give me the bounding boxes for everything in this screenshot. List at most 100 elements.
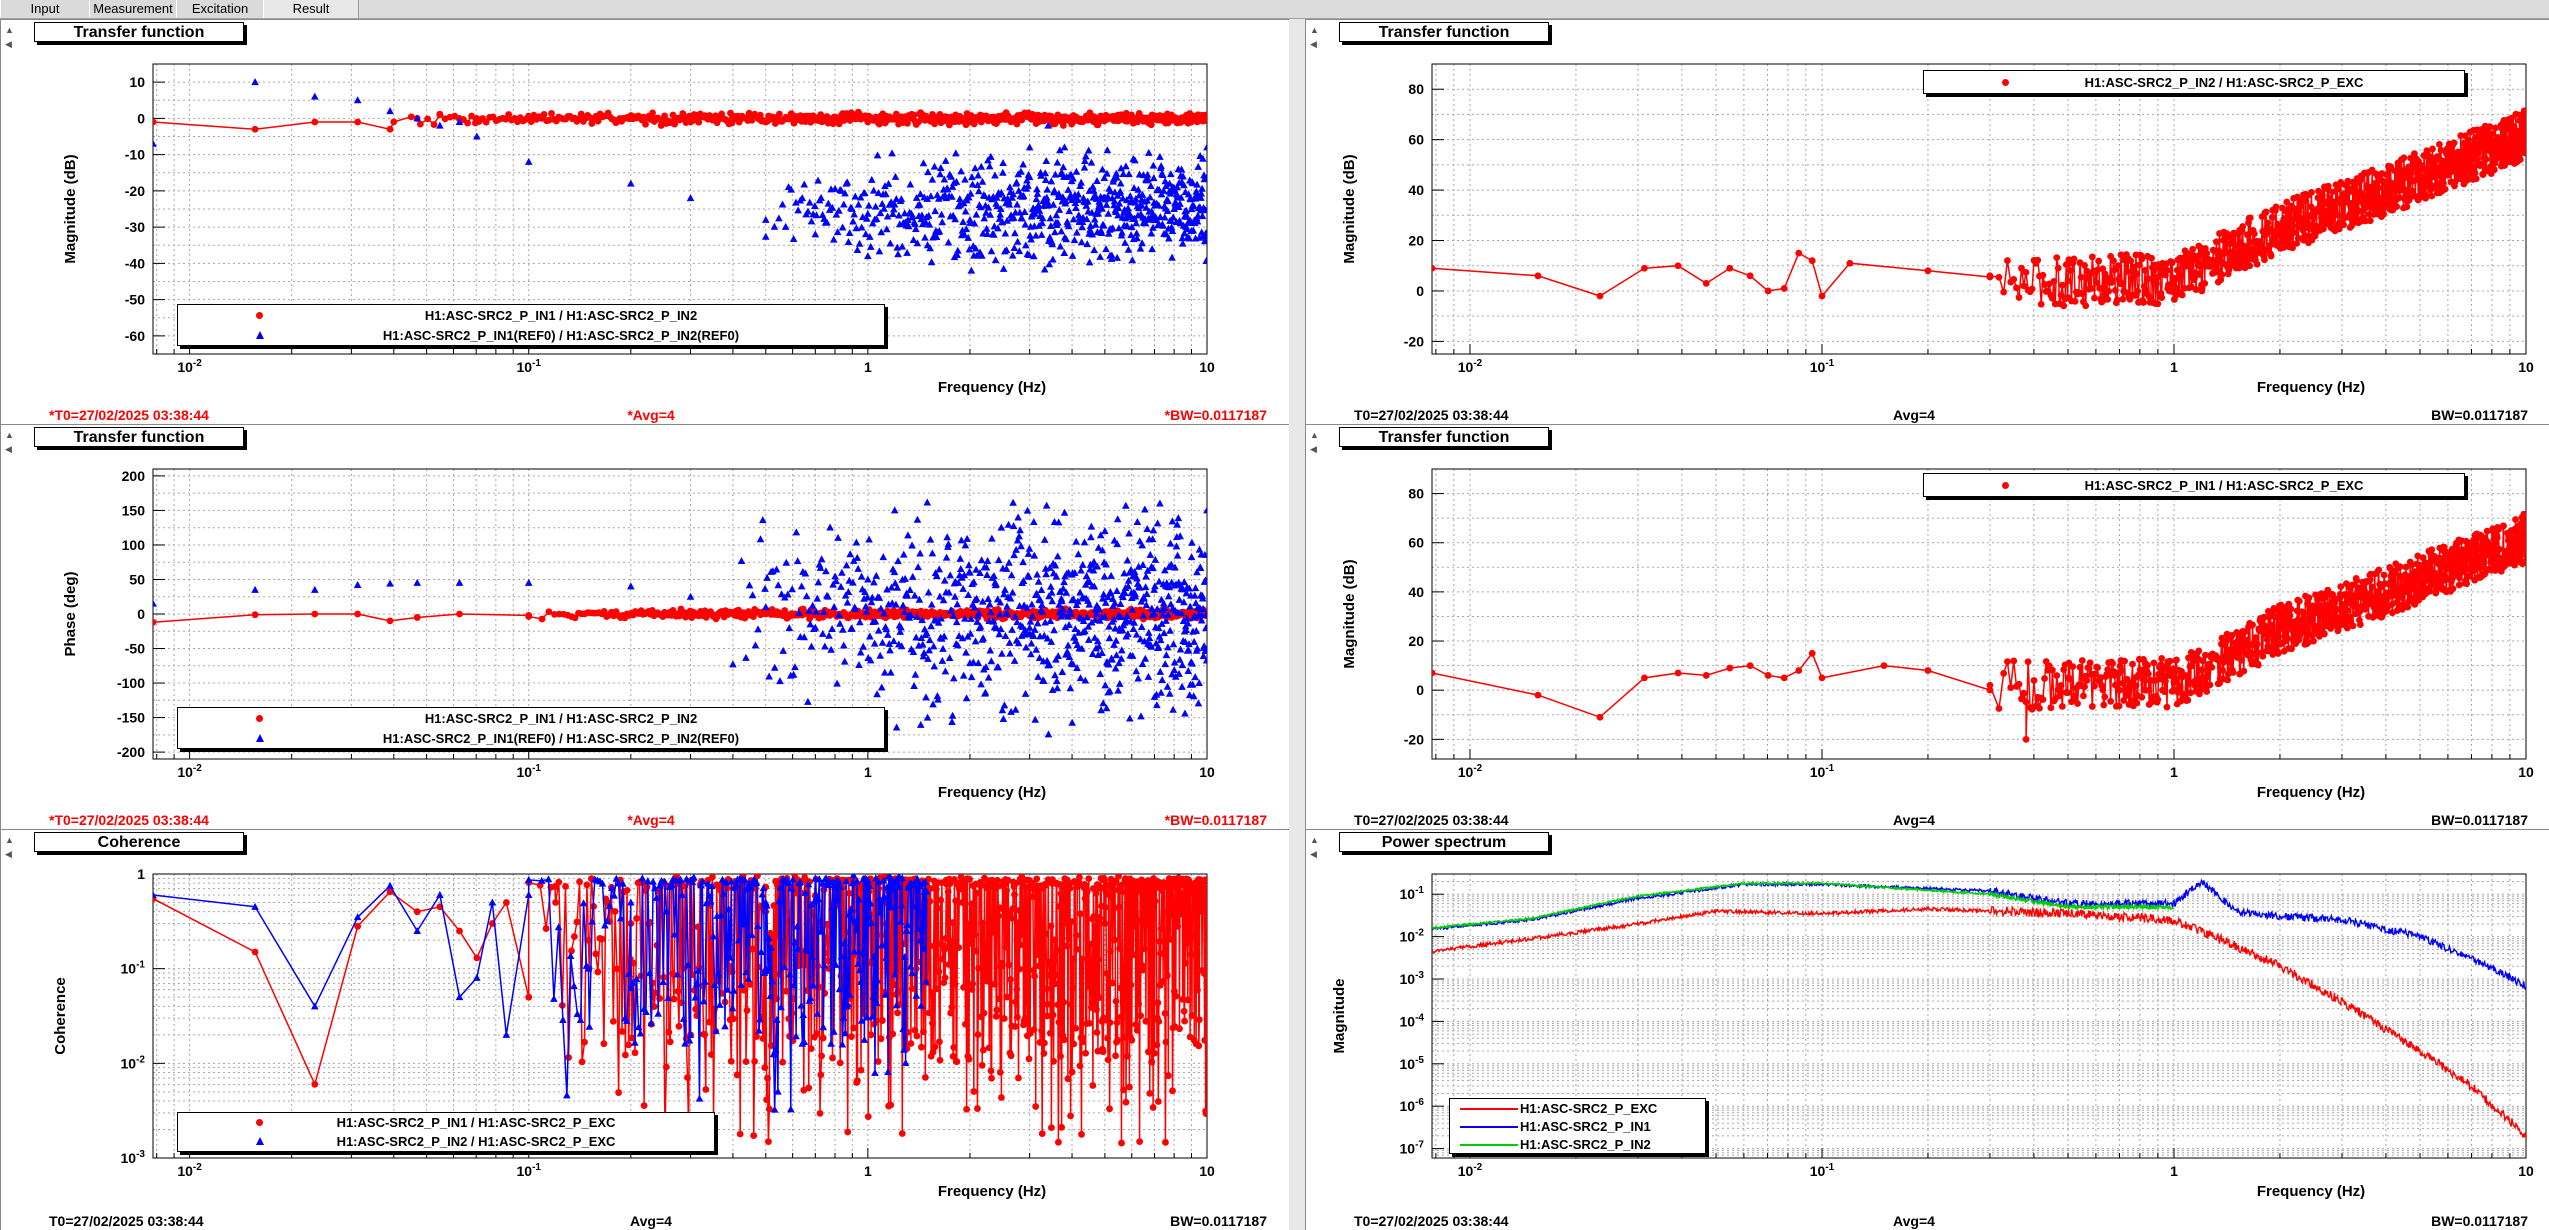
data-point [988,657,996,664]
data-point [2121,658,2128,665]
data-point [1177,646,1185,653]
data-point [1126,715,1134,722]
data-point [2224,677,2231,684]
data-point [2340,221,2347,228]
data-point [925,589,933,596]
data-point [757,535,765,542]
data-point [1034,673,1042,680]
tab-input[interactable]: Input [0,0,90,17]
triangle-marker-icon [256,331,264,339]
x-tick-label: 10-2 [177,763,202,780]
data-point [817,194,825,201]
data-point [1101,573,1109,580]
y-tick-label: -40 [125,255,145,271]
data-point [962,649,970,656]
data-point [2429,146,2436,153]
y-tick-label: 200 [122,468,146,484]
data-point [1033,571,1041,578]
data-point [2077,664,2084,671]
data-point [2391,570,2398,577]
data-point [2109,660,2116,667]
data-point [1150,162,1158,169]
x-tick-label: 10 [2518,359,2534,375]
data-point [1008,571,1016,578]
data-point [1164,683,1172,690]
data-point [2480,162,2487,169]
data-point [1157,689,1165,696]
data-point [1147,551,1155,558]
data-point [413,579,421,586]
data-point [1096,670,1104,677]
data-point [930,642,938,649]
x-tick-label: 10-1 [1810,358,1835,375]
data-point [251,586,259,593]
data-point [2514,128,2521,135]
data-point [2038,301,2045,308]
data-point [846,550,854,557]
data-point [311,611,318,618]
data-point [840,642,848,649]
data-point [1191,673,1199,680]
data-point [2145,275,2152,282]
data-point [854,246,862,253]
data-point [749,591,757,598]
data-point [803,592,811,599]
data-point [840,200,848,207]
data-point [2401,154,2408,161]
data-point [1107,572,1115,579]
data-point [1126,192,1134,199]
data-point [1085,147,1093,154]
data-point [883,225,891,232]
y-tick-label: -60 [125,328,145,344]
data-point [2091,295,2098,302]
data-point [2368,197,2375,204]
data-point [642,121,649,128]
x-tick-label: 10 [2518,764,2534,780]
data-point [1156,668,1164,675]
data-point [956,555,964,562]
data-point [2071,255,2078,262]
data-point [2244,642,2251,649]
data-point [1134,674,1142,681]
data-point [2195,648,2202,655]
data-point [1019,160,1027,167]
data-point [2074,700,2081,707]
data-point [424,115,431,122]
data-point [854,565,862,572]
data-point [920,159,928,166]
data-point [1765,288,1772,295]
data-point [2230,669,2237,676]
data-point [1125,246,1133,253]
data-point [2303,198,2310,205]
data-point [2517,156,2524,163]
data-point [1165,592,1173,599]
data-point [1117,600,1125,607]
data-point [2241,243,2248,250]
tab-result[interactable]: Result [263,0,359,18]
data-point [2201,280,2208,287]
data-point [1143,525,1151,532]
data-point [986,647,994,654]
data-point [414,614,421,621]
tab-excitation[interactable]: Excitation [176,0,264,17]
data-point [2179,292,2186,299]
data-point [2428,546,2435,553]
data-point [2118,280,2125,287]
data-point [251,78,259,85]
chart-legend[interactable]: H1:ASC-SRC2_P_IN2 / H1:ASC-SRC2_P_EXC [1923,70,2465,94]
data-point [1846,260,1853,267]
data-point [819,630,827,637]
data-point [1051,228,1059,235]
tab-measurement[interactable]: Measurement [89,0,177,17]
legend-label: H1:ASC-SRC2_P_IN1 / H1:ASC-SRC2_P_IN2 [278,710,844,727]
data-point [2082,302,2089,309]
data-point [2136,261,2143,268]
